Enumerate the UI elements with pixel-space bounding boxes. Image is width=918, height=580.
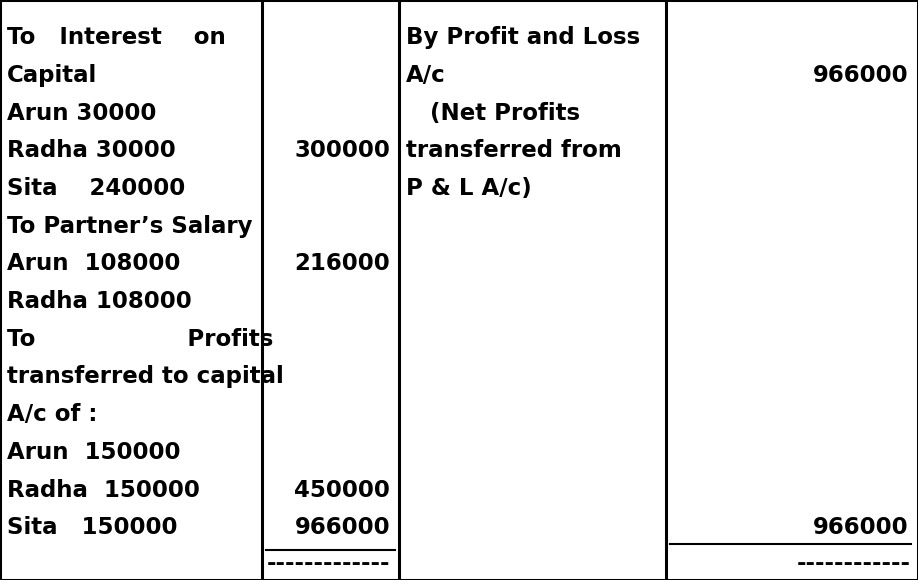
Text: Arun 30000: Arun 30000 — [7, 102, 157, 125]
Text: 450000: 450000 — [295, 478, 390, 502]
Text: ------------: ------------ — [797, 552, 911, 575]
Text: Radha 108000: Radha 108000 — [7, 290, 192, 313]
Text: By Profit and Loss: By Profit and Loss — [406, 26, 640, 49]
Text: Sita   150000: Sita 150000 — [7, 516, 178, 539]
Text: 966000: 966000 — [295, 516, 390, 539]
Text: transferred to capital: transferred to capital — [7, 365, 284, 389]
Text: transferred from: transferred from — [406, 139, 621, 162]
Text: 216000: 216000 — [295, 252, 390, 276]
Text: (Net Profits: (Net Profits — [406, 102, 580, 125]
Text: Radha  150000: Radha 150000 — [7, 478, 200, 502]
Text: To                   Profits: To Profits — [7, 328, 274, 351]
Text: 300000: 300000 — [295, 139, 390, 162]
Text: -------------: ------------- — [266, 552, 390, 575]
Text: To Partner’s Salary: To Partner’s Salary — [7, 215, 252, 238]
Text: Radha 30000: Radha 30000 — [7, 139, 176, 162]
Text: Arun  150000: Arun 150000 — [7, 441, 181, 464]
Text: Arun  108000: Arun 108000 — [7, 252, 181, 276]
Text: P & L A/c): P & L A/c) — [406, 177, 532, 200]
Text: Sita    240000: Sita 240000 — [7, 177, 185, 200]
Text: A/c of :: A/c of : — [7, 403, 97, 426]
Text: 966000: 966000 — [813, 516, 909, 539]
Text: A/c: A/c — [406, 64, 445, 87]
Text: Capital: Capital — [7, 64, 97, 87]
Text: 966000: 966000 — [813, 64, 909, 87]
Text: To   Interest    on: To Interest on — [7, 26, 226, 49]
